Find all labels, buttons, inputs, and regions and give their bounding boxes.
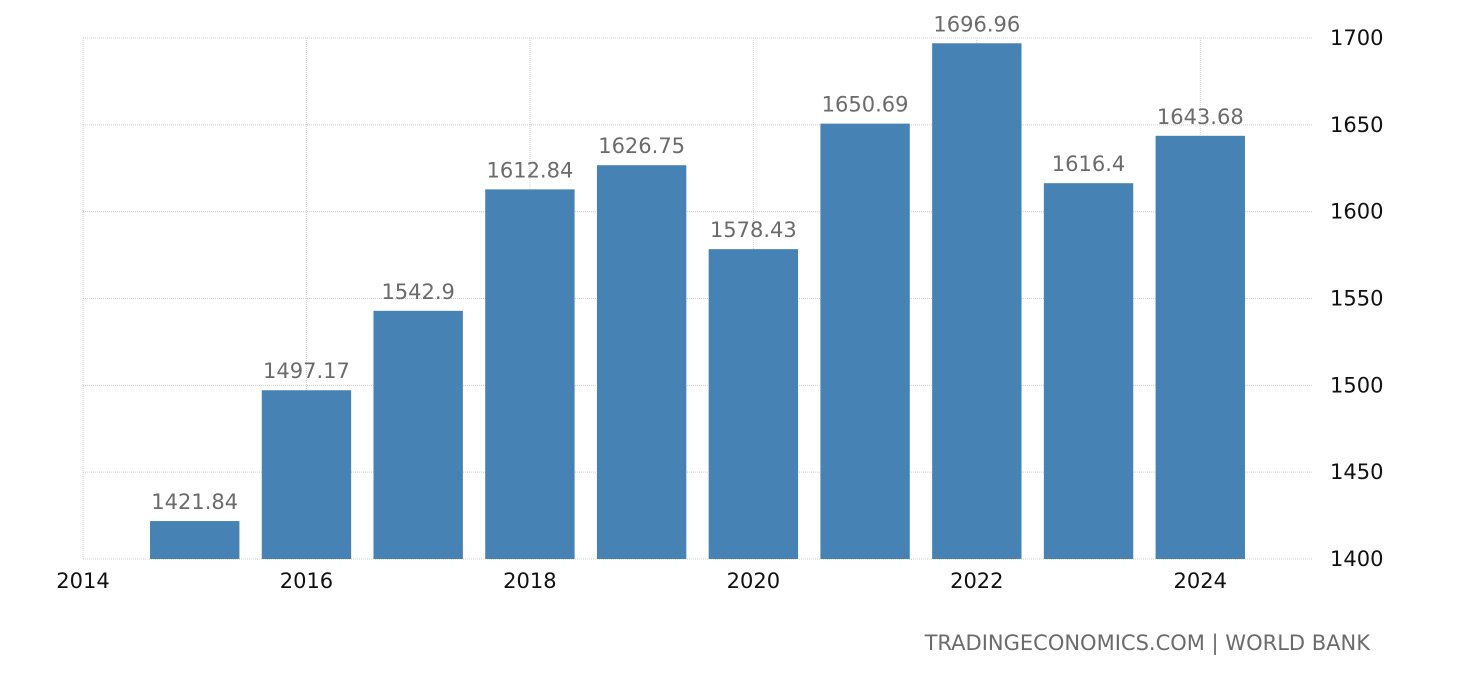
data-label-2018: 1612.84 <box>486 158 573 182</box>
data-label-2023: 1616.4 <box>1052 152 1125 176</box>
data-label-2021: 1650.69 <box>822 93 909 117</box>
bar-2017 <box>373 310 463 559</box>
data-label-2015: 1421.84 <box>151 490 238 514</box>
bar-2021 <box>820 123 910 559</box>
x-tick-label: 2016 <box>280 569 333 593</box>
bar-2016 <box>261 390 352 559</box>
x-tick-label: 2018 <box>503 569 556 593</box>
y-axis-ticks: 1400 1450 1500 1550 1600 1650 1700 <box>1330 26 1383 571</box>
bar-2023 <box>1043 183 1134 559</box>
bar-2015 <box>150 521 240 559</box>
y-tick-label: 1650 <box>1330 113 1383 137</box>
source-credit: TRADINGECONOMICS.COM | WORLD BANK <box>924 631 1372 656</box>
y-tick-label: 1600 <box>1330 200 1383 224</box>
data-label-2020: 1578.43 <box>710 218 797 242</box>
x-tick-label: 2020 <box>727 569 780 593</box>
data-label-2022: 1696.96 <box>933 12 1020 36</box>
y-tick-label: 1550 <box>1330 287 1383 311</box>
bar-2019 <box>596 165 687 560</box>
data-label-2016: 1497.17 <box>263 359 350 383</box>
bar-2024 <box>1155 135 1245 559</box>
data-label-2019: 1626.75 <box>598 134 685 158</box>
x-tick-label: 2022 <box>950 569 1003 593</box>
x-axis-ticks: 2014 2016 2018 2020 2022 2024 <box>56 569 1227 593</box>
x-tick-label: 2024 <box>1174 569 1227 593</box>
data-label-2017: 1542.9 <box>381 280 454 304</box>
y-tick-label: 1400 <box>1330 547 1383 571</box>
bar-2022 <box>932 43 1022 559</box>
y-tick-label: 1700 <box>1330 26 1383 50</box>
x-tick-label: 2014 <box>56 569 109 593</box>
y-tick-label: 1450 <box>1330 460 1383 484</box>
bar-2020 <box>708 249 799 559</box>
data-label-2024: 1643.68 <box>1157 105 1244 129</box>
data-labels: 1421.84 1497.17 1542.9 1612.84 1626.75 1578.4… <box>151 12 1243 514</box>
bars <box>150 43 1245 560</box>
y-tick-label: 1500 <box>1330 373 1383 397</box>
bar-2018 <box>485 189 575 560</box>
